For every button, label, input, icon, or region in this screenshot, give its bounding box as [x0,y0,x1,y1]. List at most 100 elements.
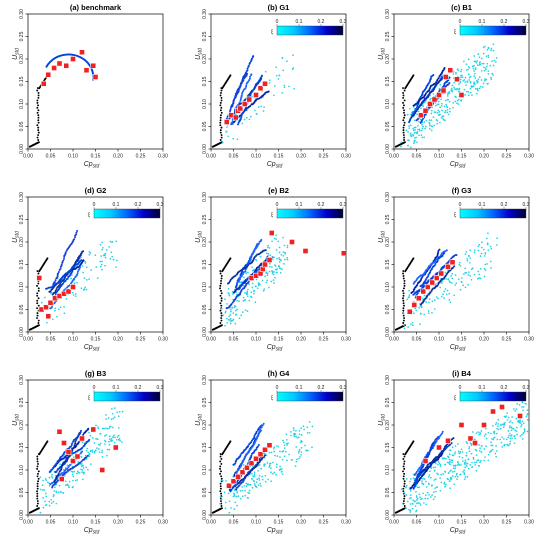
blue-point [247,264,250,267]
cyan-point [415,490,417,493]
cyan-point [526,413,529,416]
cyan-point [456,464,459,466]
cyan-point [454,100,457,103]
cyan-point [104,256,107,259]
cyan-point [423,101,426,104]
blue-point [420,468,423,471]
blue-point [67,466,70,469]
cyan-point [474,88,477,90]
cyan-point [298,450,300,453]
y-tick-label: 0.30 [19,375,25,385]
red-square-marker [74,453,81,460]
cyan-point [115,438,118,441]
blue-point [443,252,446,255]
blue-point [247,444,250,447]
blue-point [244,285,247,288]
cyan-point [484,67,487,69]
y-tick-label: 0.05 [385,487,391,497]
cyan-point [425,486,428,488]
cyan-point [424,494,427,496]
cyan-point [296,436,299,439]
cyan-point [95,266,98,268]
blue-point [68,455,71,458]
cyan-point [88,278,90,280]
blue-point [253,441,256,444]
black-point [220,277,223,280]
y-tick-label: 0.05 [19,304,25,314]
cyan-point [440,295,443,298]
black-point [219,490,222,493]
cyan-point [447,472,450,474]
cyan-point [428,122,431,125]
blue-point [51,468,54,471]
black-point [36,497,39,500]
y-axis-label-sub: std [198,48,204,55]
red-square-marker [467,435,474,442]
red-square-marker [83,67,90,74]
cyan-point [487,459,490,462]
cyan-point [451,277,454,280]
cyan-point [471,267,474,270]
cyan-point [281,458,284,461]
cyan-point [495,244,498,246]
cyan-point [461,451,464,453]
blue-point [233,98,236,101]
cyan-point [236,308,238,311]
blue-point [421,119,424,122]
black-point [36,492,39,495]
y-tick-label: 0.10 [202,282,208,292]
cyan-point [465,69,468,71]
blue-point [452,266,455,269]
blue-point [253,436,256,439]
cyan-point [478,277,481,279]
cyan-point [241,122,244,125]
cyan-point [109,257,112,260]
cyan-point [232,137,235,140]
cyan-point [469,274,472,277]
cyan-point [260,467,263,470]
cyan-point [233,306,236,309]
black-point [36,312,39,315]
cyan-point [454,475,457,478]
black-point [219,322,222,324]
black-point [37,272,40,275]
cyan-point [438,462,441,465]
cyan-point [457,450,460,453]
cyan-point [482,62,485,65]
cyan-point [246,310,249,313]
cyan-point [63,312,66,315]
blue-point [434,85,437,88]
cyan-point [514,429,517,432]
cyan-point [469,249,472,252]
cyan-point [468,261,471,264]
y-tick-label: 0.00 [385,510,391,520]
cyan-point [533,432,535,434]
cyan-point [443,470,446,473]
cyan-point [478,243,481,246]
cyan-point [405,129,408,132]
y-tick-label: 0.15 [202,442,208,452]
cyan-point [53,490,56,492]
cyan-point [456,478,458,481]
cyan-point [508,421,511,424]
cyan-point [264,70,267,73]
black-point [412,257,415,260]
cyan-point [409,503,412,505]
red-square-marker [445,263,451,270]
cyan-point [82,467,85,469]
black-point [219,270,222,272]
cyan-point [449,477,452,480]
cyan-point [439,106,441,109]
cyan-point [486,62,489,65]
cyan-point [435,486,438,489]
cyan-point [463,469,465,472]
cyan-point [464,267,467,270]
cyan-point [236,490,238,492]
cyan-point [278,251,281,254]
cyan-point [416,113,418,116]
cyan-point [300,427,303,430]
black-point [220,106,223,109]
cyan-point [526,409,529,412]
cyan-point [244,489,246,492]
cyan-point [83,471,86,474]
